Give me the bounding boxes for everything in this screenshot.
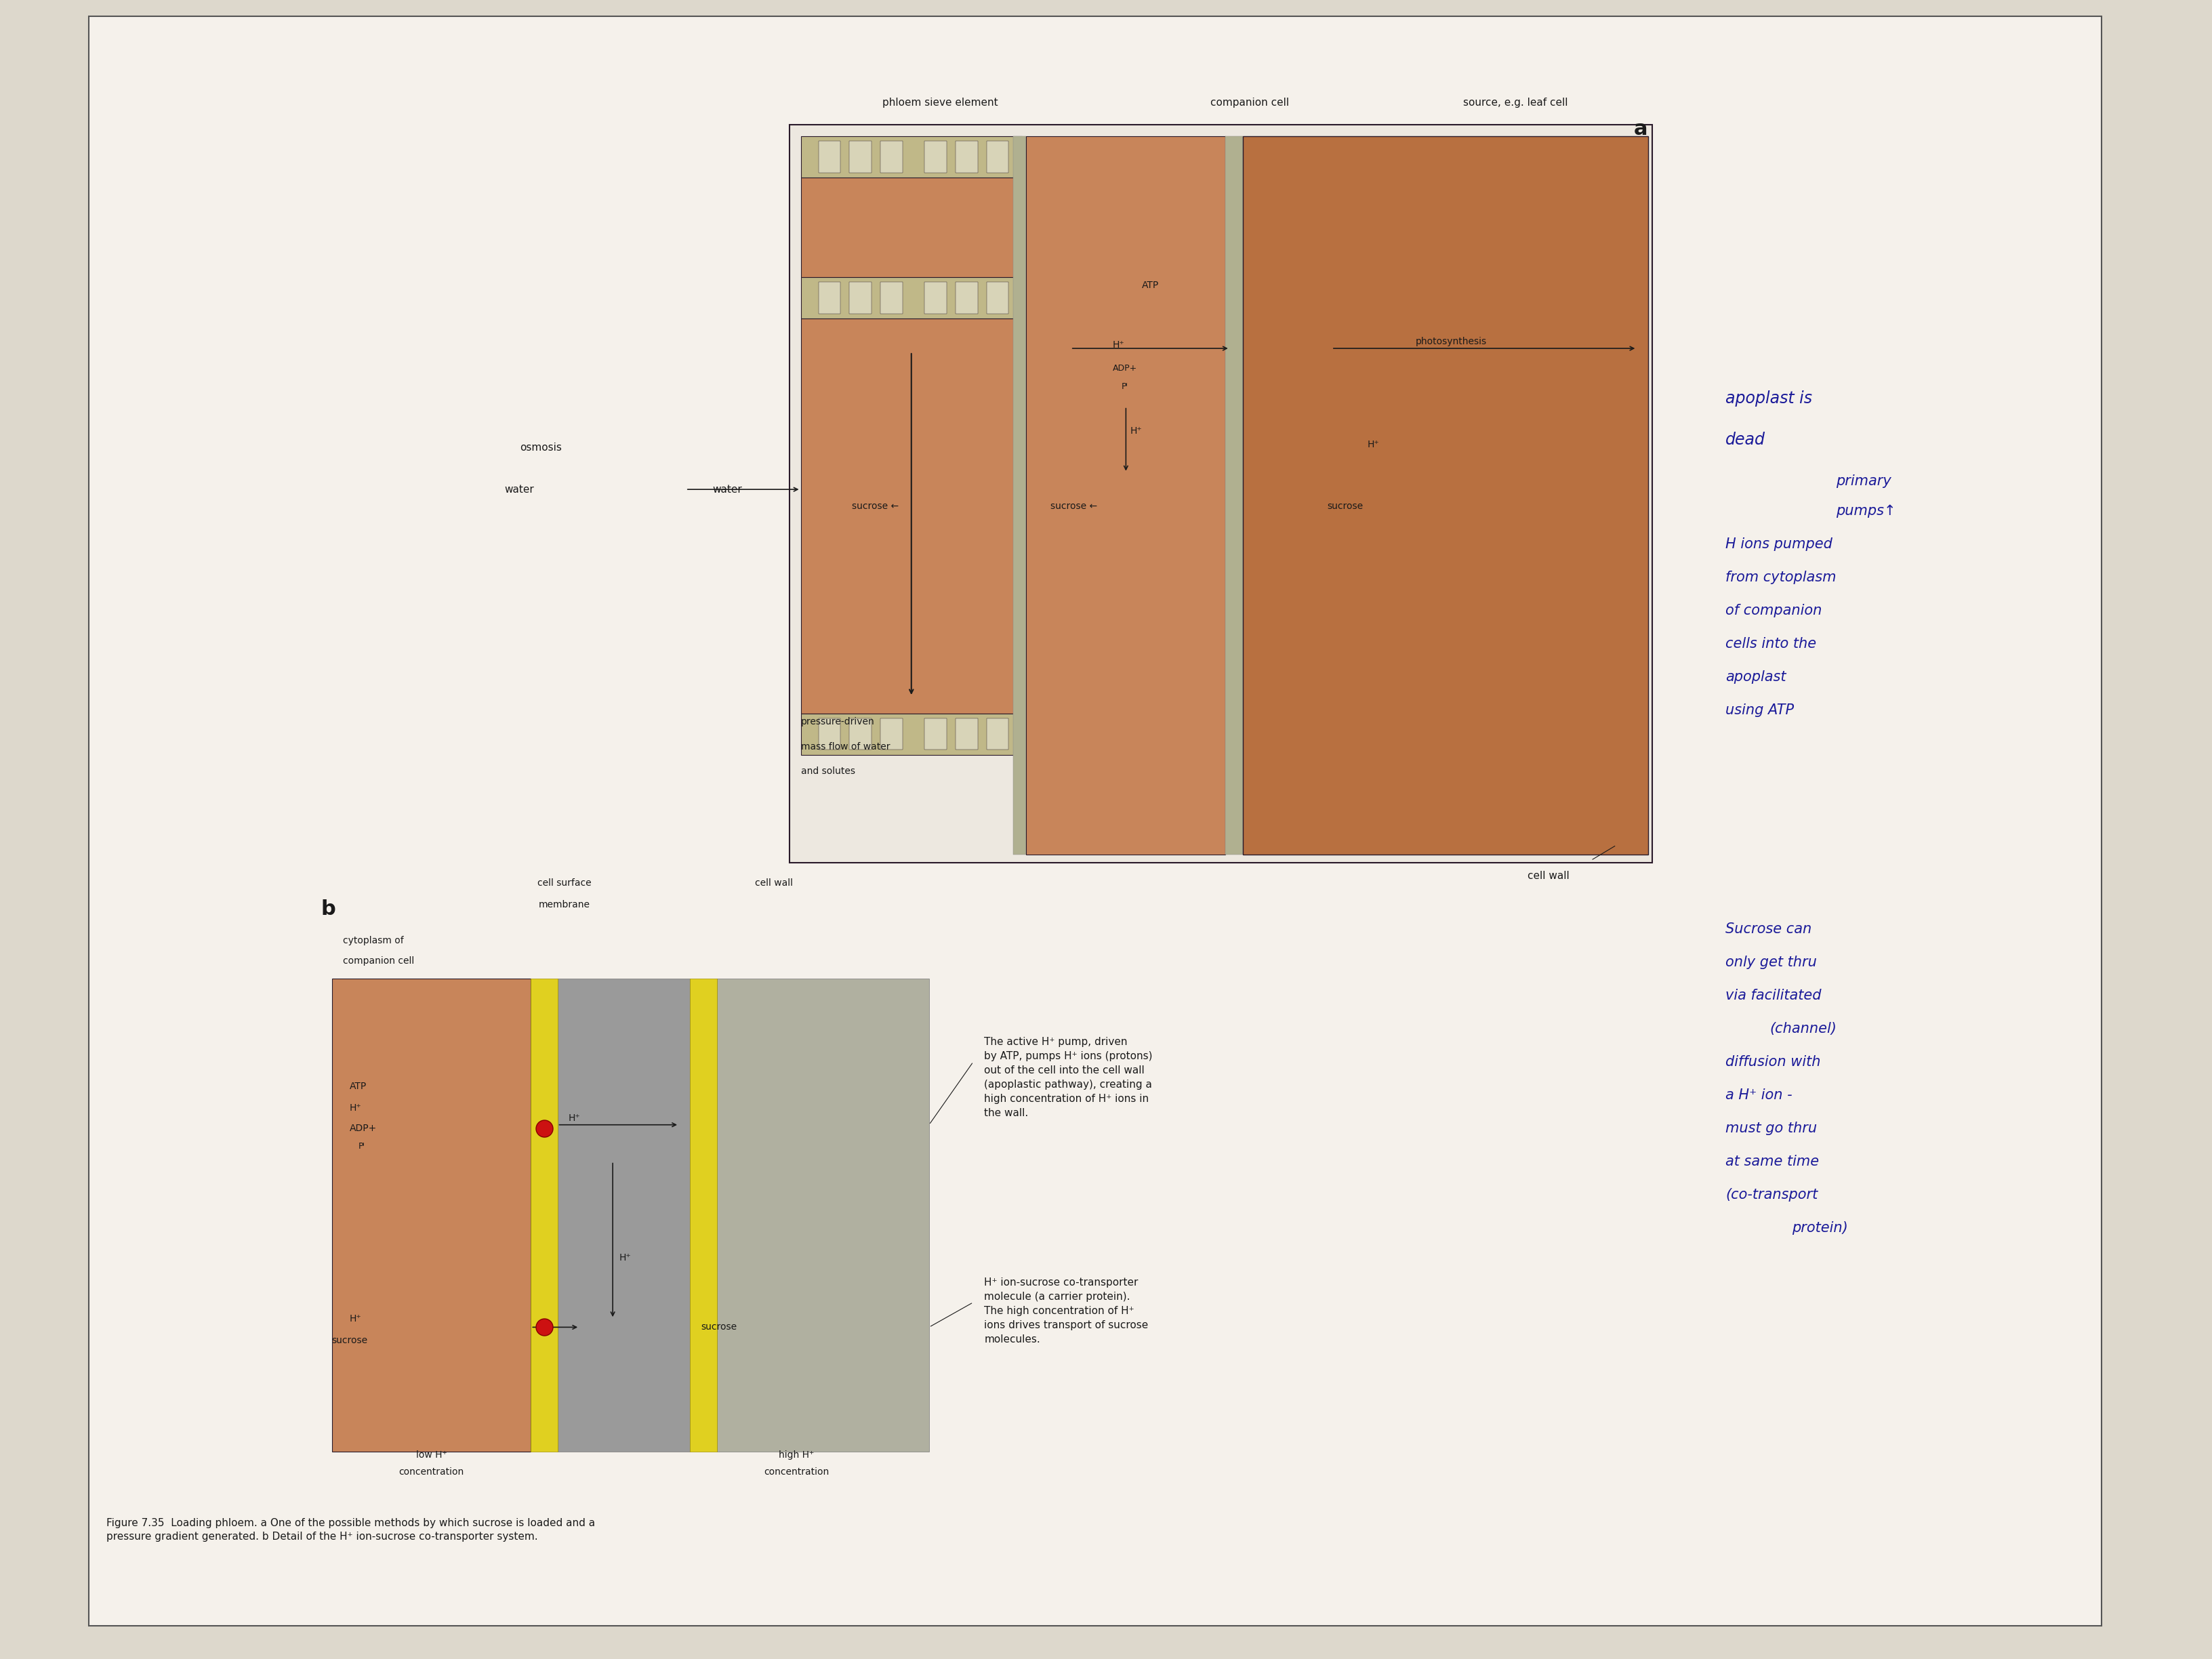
Text: phloem sieve element: phloem sieve element [883, 98, 998, 108]
Text: photosynthesis: photosynthesis [1416, 337, 1486, 347]
Bar [956, 141, 978, 173]
Bar [987, 141, 1009, 173]
Bar [801, 136, 1022, 178]
Text: The active H⁺ pump, driven
by ATP, pumps H⁺ ions (protons)
out of the cell into : The active H⁺ pump, driven by ATP, pumps… [984, 1037, 1152, 1118]
Text: b: b [321, 899, 336, 919]
Text: apoplast is: apoplast is [1725, 390, 1812, 406]
Text: sucrose: sucrose [1327, 501, 1363, 511]
Text: via facilitated: via facilitated [1725, 989, 1820, 1002]
Text: cytoplasm of: cytoplasm of [343, 936, 403, 946]
Text: ATP: ATP [349, 1082, 367, 1092]
Text: H ions pumped: H ions pumped [1725, 538, 1832, 551]
Text: protein): protein) [1792, 1221, 1847, 1234]
Bar [717, 979, 929, 1452]
Bar [818, 282, 841, 314]
Bar [925, 718, 947, 750]
Text: ADP+: ADP+ [1113, 363, 1137, 373]
Text: pressure-driven: pressure-driven [801, 717, 874, 727]
Text: H⁺: H⁺ [619, 1253, 630, 1262]
Text: low H⁺: low H⁺ [416, 1450, 447, 1460]
Bar [801, 319, 1022, 713]
Bar [1026, 136, 1225, 854]
Text: osmosis: osmosis [520, 443, 562, 453]
Text: apoplast: apoplast [1725, 670, 1785, 684]
Bar [956, 718, 978, 750]
Text: high H⁺: high H⁺ [779, 1450, 814, 1460]
Text: at same time: at same time [1725, 1155, 1818, 1168]
Text: of companion: of companion [1725, 604, 1823, 617]
Text: H⁺: H⁺ [568, 1113, 580, 1123]
Bar [790, 124, 1652, 863]
Text: primary: primary [1836, 474, 1891, 488]
Text: membrane: membrane [538, 899, 591, 909]
Text: (co-transport: (co-transport [1725, 1188, 1818, 1201]
Text: H⁺: H⁺ [1113, 340, 1124, 350]
Text: and solutes: and solutes [801, 766, 856, 776]
Text: companion cell: companion cell [343, 956, 414, 966]
Text: sucrose: sucrose [332, 1335, 367, 1345]
Bar [818, 141, 841, 173]
Text: sucrose: sucrose [701, 1322, 737, 1332]
Bar [818, 718, 841, 750]
Text: H⁺: H⁺ [1130, 426, 1141, 436]
Text: concentration: concentration [763, 1467, 830, 1477]
Text: H⁺ ion-sucrose co-transporter
molecule (a carrier protein).
The high concentrati: H⁺ ion-sucrose co-transporter molecule (… [984, 1277, 1148, 1344]
Bar [880, 282, 902, 314]
Text: a: a [1635, 119, 1648, 139]
Text: H⁺: H⁺ [349, 1103, 361, 1113]
Text: Pᴵ: Pᴵ [1121, 382, 1128, 392]
Bar [925, 141, 947, 173]
Text: using ATP: using ATP [1725, 703, 1794, 717]
Bar [956, 282, 978, 314]
Text: dead: dead [1725, 431, 1765, 448]
Text: diffusion with: diffusion with [1725, 1055, 1820, 1068]
Bar [557, 979, 690, 1452]
Text: water: water [712, 484, 741, 494]
Bar [987, 282, 1009, 314]
Text: cell wall: cell wall [1528, 871, 1568, 881]
Bar [801, 713, 1022, 755]
Bar [880, 718, 902, 750]
Text: Sucrose can: Sucrose can [1725, 922, 1812, 936]
Text: ADP+: ADP+ [349, 1123, 376, 1133]
Text: pumps↑: pumps↑ [1836, 504, 1896, 518]
Bar [849, 718, 872, 750]
Text: sucrose ←: sucrose ← [852, 501, 898, 511]
Text: only get thru: only get thru [1725, 956, 1816, 969]
Bar [849, 141, 872, 173]
Bar [531, 979, 557, 1452]
Bar [1243, 136, 1648, 854]
Text: cell surface: cell surface [538, 878, 591, 888]
Text: H⁺: H⁺ [349, 1314, 361, 1324]
Text: companion cell: companion cell [1210, 98, 1290, 108]
Bar [880, 141, 902, 173]
Text: water: water [504, 484, 533, 494]
Bar [925, 282, 947, 314]
Bar [849, 282, 872, 314]
Text: ATP: ATP [1141, 280, 1159, 290]
Text: from cytoplasm: from cytoplasm [1725, 571, 1836, 584]
Text: Pᴵ: Pᴵ [358, 1141, 365, 1151]
Text: source, e.g. leaf cell: source, e.g. leaf cell [1462, 98, 1568, 108]
Bar [801, 277, 1022, 319]
Text: must go thru: must go thru [1725, 1121, 1816, 1135]
Text: cells into the: cells into the [1725, 637, 1816, 650]
Text: (channel): (channel) [1770, 1022, 1836, 1035]
Bar [690, 979, 717, 1452]
Text: sucrose ←: sucrose ← [1051, 501, 1097, 511]
Text: Figure 7.35  Loading phloem. a One of the possible methods by which sucrose is l: Figure 7.35 Loading phloem. a One of the… [106, 1518, 595, 1541]
Bar [1013, 136, 1026, 854]
Bar [1225, 136, 1243, 854]
Bar [987, 718, 1009, 750]
Text: mass flow of water: mass flow of water [801, 742, 889, 752]
Text: cell wall: cell wall [754, 878, 794, 888]
Text: a H⁺ ion -: a H⁺ ion - [1725, 1088, 1792, 1102]
Bar [332, 979, 531, 1452]
Text: concentration: concentration [398, 1467, 465, 1477]
Text: H⁺: H⁺ [1367, 440, 1378, 450]
Bar [801, 178, 1022, 277]
